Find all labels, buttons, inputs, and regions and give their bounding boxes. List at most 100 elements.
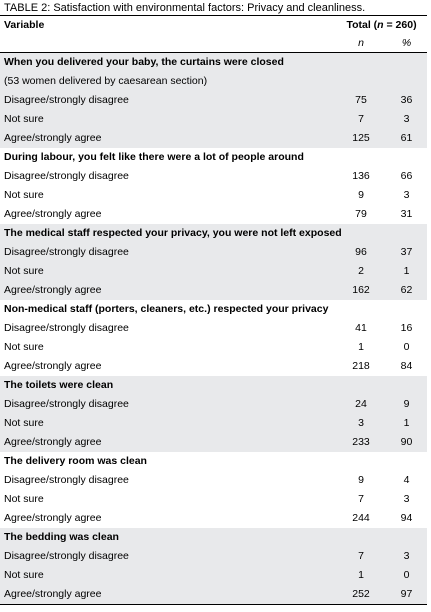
table-row: Disagree/strongly disagree 24 9 xyxy=(0,395,427,414)
total-header-suffix: = 260) xyxy=(383,19,417,31)
row-label: Agree/strongly agree xyxy=(0,129,336,148)
table-row: Disagree/strongly disagree 96 37 xyxy=(0,243,427,262)
row-label: Agree/strongly agree xyxy=(4,360,102,372)
row-n: 125 xyxy=(336,129,386,148)
row-pct: 3 xyxy=(386,110,427,129)
row-pct: 4 xyxy=(403,474,410,486)
row-label: Disagree/strongly disagree xyxy=(4,474,129,486)
row-n: 41 xyxy=(355,322,367,334)
row-pct: 31 xyxy=(400,208,413,220)
header-row: Variable Total (n = 260) xyxy=(0,15,427,34)
table-row: Agree/strongly agree 79 31 xyxy=(0,205,427,224)
row-n: 1 xyxy=(336,566,386,585)
n-header: n xyxy=(336,34,386,53)
section-note: (53 women delivered by caesarean section… xyxy=(0,72,427,91)
satisfaction-table: Variable Total (n = 260) n % When you de… xyxy=(0,15,427,605)
row-label: Disagree/strongly disagree xyxy=(4,170,129,182)
row-label: Disagree/strongly disagree xyxy=(0,91,336,110)
row-pct: 1 xyxy=(386,414,427,433)
section-title: The toilets were clean xyxy=(0,376,427,395)
table-row: Disagree/strongly disagree 7 3 xyxy=(0,547,427,566)
row-label: Not sure xyxy=(0,262,336,281)
table-row: Agree/strongly agree 244 94 xyxy=(0,509,427,528)
row-label: Not sure xyxy=(0,414,336,433)
row-pct: 3 xyxy=(403,493,410,505)
row-label: Disagree/strongly disagree xyxy=(0,547,336,566)
section-title-row: Non-medical staff (porters, cleaners, et… xyxy=(0,300,427,319)
section-title-row: When you delivered your baby, the curtai… xyxy=(0,52,427,72)
row-pct: 1 xyxy=(386,262,427,281)
section-title-row: The delivery room was clean xyxy=(0,452,427,471)
table-row: Agree/strongly agree 218 84 xyxy=(0,357,427,376)
table-row: Not sure 9 3 xyxy=(0,186,427,205)
row-n: 252 xyxy=(336,585,386,605)
row-pct: 66 xyxy=(400,170,413,182)
row-n: 7 xyxy=(336,547,386,566)
pct-header: % xyxy=(386,34,427,53)
row-pct: 16 xyxy=(400,322,413,334)
row-n: 96 xyxy=(336,243,386,262)
row-pct: 36 xyxy=(386,91,427,110)
table-row: Disagree/strongly disagree 136 66 xyxy=(0,167,427,186)
variable-header: Variable xyxy=(0,15,336,34)
row-label: Disagree/strongly disagree xyxy=(0,243,336,262)
row-n: 218 xyxy=(352,360,370,372)
row-pct: 3 xyxy=(386,547,427,566)
row-pct: 61 xyxy=(386,129,427,148)
row-n: 3 xyxy=(336,414,386,433)
total-header: Total (n = 260) xyxy=(336,15,427,34)
row-label: Agree/strongly agree xyxy=(0,281,336,300)
table-row: Not sure 7 3 xyxy=(0,490,427,509)
row-pct: 37 xyxy=(386,243,427,262)
section-title: The delivery room was clean xyxy=(4,455,147,467)
row-label: Disagree/strongly disagree xyxy=(4,322,129,334)
row-n: 7 xyxy=(358,493,364,505)
row-label: Disagree/strongly disagree xyxy=(0,395,336,414)
row-n: 24 xyxy=(336,395,386,414)
row-pct: 90 xyxy=(386,433,427,452)
row-label: Not sure xyxy=(0,566,336,585)
row-n: 79 xyxy=(355,208,367,220)
row-n: 9 xyxy=(358,189,364,201)
section-title-row: The medical staff respected your privacy… xyxy=(0,224,427,243)
total-header-n: n xyxy=(377,19,384,31)
table-row: Agree/strongly agree 233 90 xyxy=(0,433,427,452)
row-pct: 94 xyxy=(400,512,413,524)
subheader-blank xyxy=(0,34,336,53)
row-n: 1 xyxy=(358,341,364,353)
row-n: 7 xyxy=(336,110,386,129)
table-caption-label: TABLE 2: xyxy=(4,2,51,14)
table-row: Disagree/strongly disagree 75 36 xyxy=(0,91,427,110)
section-title: Non-medical staff (porters, cleaners, et… xyxy=(4,303,329,315)
row-label: Agree/strongly agree xyxy=(4,208,102,220)
table-row: Disagree/strongly disagree 9 4 xyxy=(0,471,427,490)
table-caption: TABLE 2: Satisfaction with environmental… xyxy=(4,1,427,15)
table-row: Agree/strongly agree 125 61 xyxy=(0,129,427,148)
row-n: 2 xyxy=(336,262,386,281)
table-row: Not sure 7 3 xyxy=(0,110,427,129)
row-label: Agree/strongly agree xyxy=(0,585,336,605)
row-label: Agree/strongly agree xyxy=(4,512,102,524)
table-row: Disagree/strongly disagree 41 16 xyxy=(0,319,427,338)
row-pct: 84 xyxy=(400,360,413,372)
row-n: 9 xyxy=(358,474,364,486)
table-row: Not sure 1 0 xyxy=(0,338,427,357)
row-pct: 9 xyxy=(386,395,427,414)
row-label: Not sure xyxy=(4,189,44,201)
row-label: Not sure xyxy=(4,493,44,505)
table-row: Not sure 3 1 xyxy=(0,414,427,433)
table-row: Agree/strongly agree 162 62 xyxy=(0,281,427,300)
section-title: When you delivered your baby, the curtai… xyxy=(0,52,427,72)
table-body: When you delivered your baby, the curtai… xyxy=(0,52,427,605)
section-title: During labour, you felt like there were … xyxy=(4,151,304,163)
section-title-row: The toilets were clean xyxy=(0,376,427,395)
table-caption-text: Satisfaction with environmental factors:… xyxy=(53,2,366,14)
section-title: The medical staff respected your privacy… xyxy=(0,224,427,243)
total-header-prefix: Total ( xyxy=(346,19,378,31)
row-pct: 62 xyxy=(386,281,427,300)
table-header: Variable Total (n = 260) n % xyxy=(0,15,427,53)
row-n: 244 xyxy=(352,512,370,524)
row-n: 162 xyxy=(336,281,386,300)
row-label: Not sure xyxy=(4,341,44,353)
section-title-row: During labour, you felt like there were … xyxy=(0,148,427,167)
